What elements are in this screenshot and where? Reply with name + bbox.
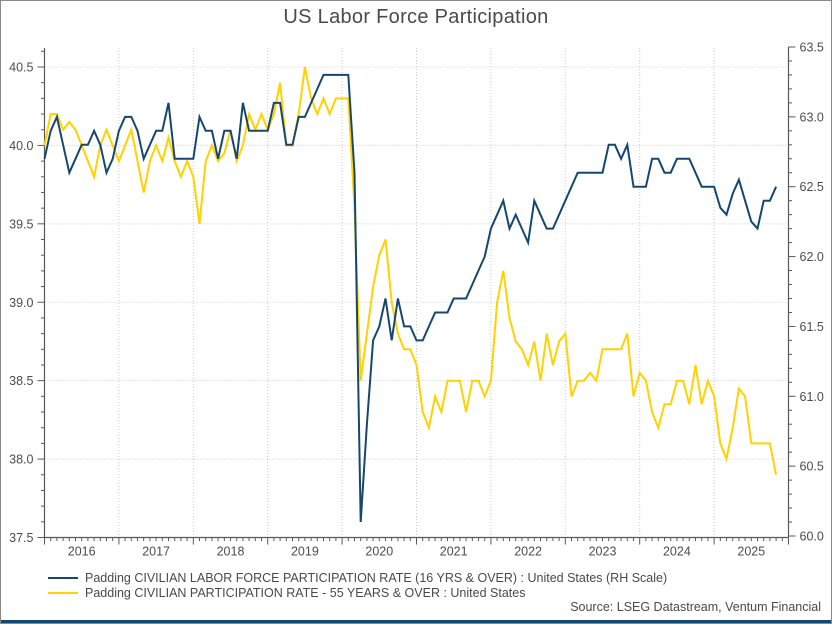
y-axis-right-label: 63.5: [800, 41, 824, 55]
bottom-accent-bar: [1, 620, 831, 623]
legend-item-55plus: Padding CIVILIAN PARTICIPATION RATE - 55…: [48, 585, 667, 600]
x-axis-year-label: 2019: [291, 545, 319, 559]
source-attribution: Source: LSEG Datastream, Ventum Financia…: [570, 600, 821, 614]
x-axis-year-label: 2016: [68, 545, 96, 559]
y-axis-left-label: 40.0: [9, 139, 33, 153]
x-axis-year-label: 2018: [217, 545, 245, 559]
y-axis-right-label: 62.0: [800, 250, 824, 264]
legend-line-swatch-55plus: [48, 591, 78, 594]
y-axis-right-label: 63.0: [800, 110, 824, 124]
legend-label-16plus: Padding CIVILIAN LABOR FORCE PARTICIPATI…: [85, 570, 668, 585]
y-axis-left-label: 40.5: [9, 61, 33, 75]
y-axis-left-label: 38.5: [9, 374, 33, 388]
x-axis-year-label: 2021: [440, 545, 468, 559]
chart-legend: Padding CIVILIAN LABOR FORCE PARTICIPATI…: [48, 570, 667, 600]
y-axis-right-label: 60.5: [800, 460, 824, 474]
legend-label-55plus: Padding CIVILIAN PARTICIPATION RATE - 55…: [85, 585, 526, 600]
x-axis-year-label: 2017: [142, 545, 170, 559]
x-axis-year-label: 2025: [737, 545, 765, 559]
series-line-16plus: [43, 73, 778, 523]
y-axis-left-label: 39.5: [9, 217, 33, 231]
x-axis-year-label: 2020: [365, 545, 393, 559]
y-axis-right-label: 61.0: [800, 390, 824, 404]
x-axis-year-label: 2022: [514, 545, 542, 559]
x-axis-year-label: 2023: [589, 545, 617, 559]
y-axis-left-label: 39.0: [9, 296, 33, 310]
chart-title: US Labor Force Participation: [283, 6, 549, 28]
y-axis-right-label: 62.5: [800, 180, 824, 194]
series-line-55plus: [43, 66, 778, 475]
x-axis-year-label: 2024: [663, 545, 691, 559]
legend-item-16plus: Padding CIVILIAN LABOR FORCE PARTICIPATI…: [48, 570, 667, 585]
legend-line-swatch-16plus: [48, 576, 78, 579]
y-axis-right-label: 61.5: [800, 320, 824, 334]
y-axis-right-label: 60.0: [800, 530, 824, 544]
y-axis-left-label: 38.0: [9, 453, 33, 467]
y-axis-left-label: 37.5: [9, 531, 33, 545]
